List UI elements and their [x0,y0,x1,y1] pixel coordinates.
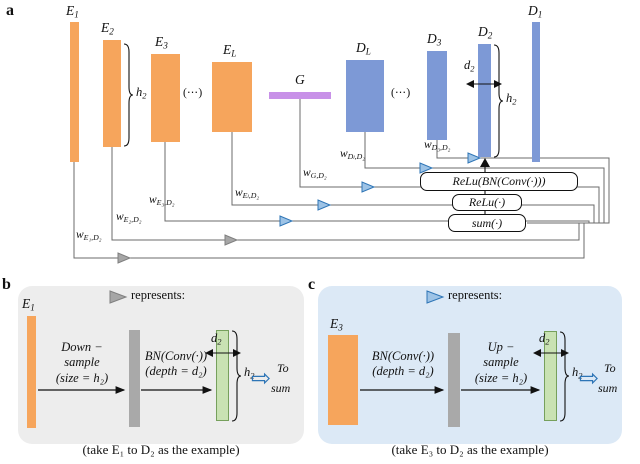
panel-b-background [18,286,304,444]
decoder-bar-d3 [427,51,447,140]
panel-b-label-e1: E1 [22,296,35,313]
d2-width-arrows [206,83,568,354]
encoder-bar-e3 [151,54,180,142]
resample-direction-triangles [117,152,482,264]
h2-braces [123,43,570,422]
decoder-bar-d1 [532,22,540,162]
panel-b-to-sum-arrow-icon: ⇨ [251,364,272,392]
panel-b-tag: b [2,276,11,293]
decoder-bar-d2 [478,44,491,157]
panel-a-tag: a [6,2,14,19]
blue-triangle-icon [419,162,434,174]
panel-b-h2-label: h2 [244,365,255,381]
panel-c-label-e3: E3 [330,316,343,333]
panel-c-background [318,286,622,444]
label-d1: D1 [528,3,543,20]
label-e1: E1 [66,3,79,20]
panel-c-conv-bar [448,333,460,427]
gray-triangle-icon [224,234,239,246]
encoder-bar-e2 [103,40,121,147]
panel-c-caption: (take E₃ to D₂ as the example) [391,442,549,457]
panel-b-downsample-bar [129,330,140,427]
weighted-connection-lines [73,99,610,259]
legend-gray-triangle-icon [109,290,128,304]
weight-label-g-d2: wG,D₂ [303,167,327,181]
blue-triangle-icon [279,215,294,227]
panel-b-caption: (take E₁ to D₂ as the example) [82,442,240,457]
up-arrowhead-icon [480,158,490,167]
weight-label-e2-d2: wE₂,D₂ [116,211,142,225]
h2-brace-panel-b [231,330,242,422]
gray-triangle-icon [117,252,132,264]
generator-bar [269,92,331,99]
decoder-bar-dL [346,60,384,132]
panel-c-conv-text: BN(Conv(·)) (depth = d₂) [371,349,435,379]
weight-label-eL-d2: wEₗ,D₂ [235,187,260,201]
label-d2: D2 [478,24,493,41]
blue-triangle-icon [361,181,376,193]
panel-b-d2-label: d2 [211,331,222,347]
op-box-relu: ReLu(·) [452,194,522,211]
encoder-bar-eL [212,62,252,132]
panel-c-d2-label: d2 [539,331,550,347]
panel-c-sum-label: sum [598,381,618,395]
label-e2: E2 [101,20,114,37]
panel-b-to-label: To [277,361,289,375]
h2-brace-encoder [123,43,134,147]
label-d3: D3 [427,31,442,48]
line-d3-to-sum [436,140,610,224]
panel-c-to-label: To [604,361,616,375]
label-eL: EL [223,42,237,59]
panel-b-conv-text: BN(Conv(·)) (depth = d₂) [144,349,208,379]
panel-b-sum-label: sum [271,381,291,395]
panel-b-encoder-bar-e1 [27,316,36,428]
ellipsis-right: (⋯) [391,87,411,99]
blue-triangle-icon [317,199,332,211]
legend-blue-triangle-icon [426,290,445,304]
h2-brace-panel-c [559,331,570,422]
panel-c-upsample-text: Up − sample (size = h₂) [474,340,528,385]
panel-c-h2-label: h2 [572,365,583,381]
h2-brace-decoder [493,44,504,158]
d2-width-label: d2 [464,58,475,74]
h2-decoder-label: h2 [506,91,517,107]
op-box-relu-bn-conv: ReLu(BN(Conv(·))) [420,172,578,191]
panel-c-legend-text: represents: [448,288,503,302]
weight-label-e1-d2: wE₁,D₂ [76,229,102,243]
op-box-sum: sum(·) [448,214,526,232]
weight-label-dL-d2: wDₗ,D₂ [340,148,365,162]
panel-c-tag: c [308,276,316,293]
weight-label-d3-d2: wD₃,D₂ [424,139,451,153]
ellipsis-left: (⋯) [183,87,203,99]
blue-triangle-icon [467,152,482,164]
label-dL: DL [356,40,371,57]
label-e3: E3 [155,34,168,51]
panel-b-legend-text: represents: [131,288,186,302]
panel-b-downsample-text: Down − sample (size = h₂) [55,340,109,385]
panel-c-encoder-bar-e3 [328,335,358,425]
encoder-bar-e1 [70,22,79,162]
weight-label-e3-d2: wE₃,D₂ [149,194,175,208]
panel-c-to-sum-arrow-icon: ⇨ [579,364,600,392]
d2-arrowheads [205,80,569,357]
label-g: G [295,72,305,87]
h2-encoder-label: h2 [136,85,147,101]
